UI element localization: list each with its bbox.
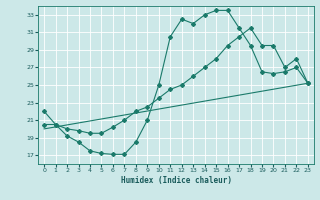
X-axis label: Humidex (Indice chaleur): Humidex (Indice chaleur) xyxy=(121,176,231,185)
